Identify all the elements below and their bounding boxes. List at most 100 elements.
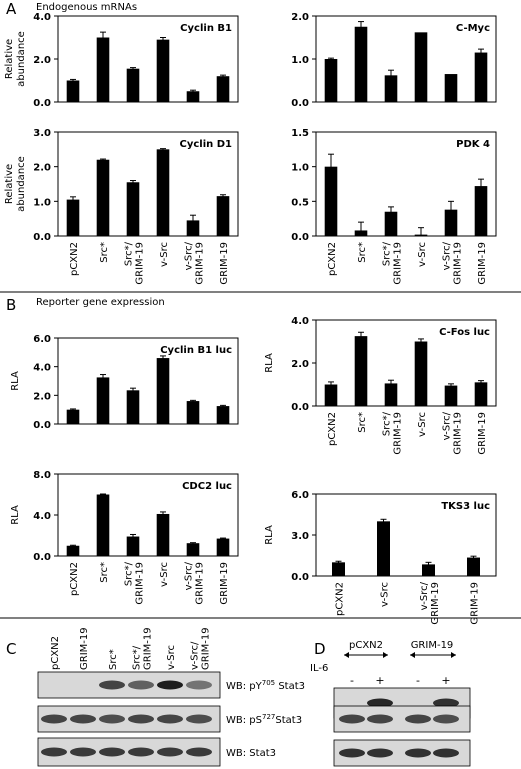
y-tick-label: 0.0 [291,402,309,413]
x-tick-label: GRIM-19 [219,562,230,605]
y-tick-label: 8.0 [33,470,51,481]
x-tick-label: pCXN2 [69,242,80,276]
x-tick-label: v-Src/ [419,581,430,610]
y-tick-label: 1.0 [291,55,309,66]
blot-row-label-superscript: 727 [262,713,275,721]
blot-band [157,714,183,724]
x-tick-label: GRIM-19 [470,582,481,625]
bar [96,494,110,556]
y-tick-label: 2.0 [33,391,51,402]
blot-band [70,714,96,724]
western-blot-c: pCXN2 GRIM-19 Src* Src*/GRIM-19 v-Src v-Src/G… [37,627,305,767]
blot-band [157,747,183,757]
y-tick-label: 2.0 [33,163,51,174]
blot-band [339,748,365,758]
panel-label-d: D [314,640,326,658]
treatment-sign: - [350,674,354,687]
blot-lane-label: pCXN2 [50,636,61,670]
blot-band [367,714,393,724]
blot-band [367,748,393,758]
treatment-label: IL-6 [310,663,328,674]
chart-title: C-Myc [456,23,490,34]
bar [384,211,398,236]
bar [444,74,458,102]
blot-row-label: WB: Stat3 [226,748,276,759]
bar [474,52,488,102]
chart-title: Cyclin B1 [180,23,232,34]
y-axis-label: abundance [16,31,27,87]
blot-band [405,748,431,758]
y-tick-label: 1.0 [291,163,309,174]
y-axis-label: abundance [16,156,27,212]
blot-row-label-prefix: WB: pY [226,681,263,692]
x-tick-label: GRIM-19 [135,562,146,605]
blot-row-label-suffix: Stat3 [275,681,305,692]
blot-band [99,747,125,757]
bar [126,68,140,102]
x-tick-label: Src* [99,562,110,583]
chart-title: C-Fos luc [439,327,490,338]
bar [216,406,230,424]
treatment-sign: - [416,674,420,687]
bar [444,209,458,236]
bar [156,149,170,236]
bar [324,166,338,236]
chart-title: Cyclin B1 luc [160,345,232,356]
western-blot-d: pCXN2 GRIM-19 IL-6 - + - + [310,640,471,767]
section-title-reporter: Reporter gene expression [36,297,165,308]
y-tick-label: 3.0 [33,128,51,139]
y-axis-label: Relative [4,164,15,204]
panel-label-c: C [6,640,16,658]
bar [324,59,338,102]
bar [156,358,170,424]
blot-band [186,747,212,757]
y-tick-label: 0.0 [291,98,309,109]
x-tick-label: Src*/ [124,561,135,586]
bar [186,220,200,236]
bar [422,564,435,576]
y-axis-label: Relative [4,39,15,79]
bar [354,336,368,406]
y-tick-label: 3.0 [291,531,309,542]
x-tick-label: GRIM-19 [195,562,206,605]
x-tick-label: pCXN2 [69,562,80,596]
blot-lane-label: Src*/ [132,645,143,670]
bar [156,513,170,556]
x-tick-label: Src*/ [124,241,135,266]
y-tick-label: 0.0 [291,572,309,583]
arrow-head-right [383,652,388,658]
x-tick-label: GRIM-19 [219,242,230,285]
panel-label-a: A [6,0,17,18]
chart-cyclin-d1: Cyclin D1 0.0 1.0 2.0 3.0 Relative abundance pC… [4,128,239,285]
x-tick-label: Src* [99,242,110,263]
x-tick-label: v-Src [159,562,170,587]
blot-band [367,698,393,708]
bar [156,39,170,102]
blot-row-label-superscript: 705 [262,679,275,687]
x-tick-label: v-Src [417,412,428,437]
blot-band [70,747,96,757]
bar [96,37,110,102]
blot-band [433,748,459,758]
bar [414,341,428,406]
bar [467,557,480,576]
chart-title: TKS3 luc [441,501,490,512]
bar [216,196,230,236]
chart-title: CDC2 luc [182,481,232,492]
bar [186,543,200,556]
blot-row-label: WB: pY705 Stat3 [226,679,305,692]
bar [126,390,140,424]
x-tick-label: v-Src/ [442,411,453,440]
x-tick-label: GRIM-19 [477,242,488,285]
blot-lane-label: GRIM-19 [143,627,154,670]
blot-band [128,747,154,757]
x-tick-label: Src*/ [382,241,393,266]
blot-lane-label: GRIM-19 [79,627,90,670]
x-tick-label: v-Src [417,242,428,267]
bar [186,401,200,424]
blot-band [99,680,125,690]
bar [66,199,80,236]
y-tick-label: 6.0 [291,490,309,501]
